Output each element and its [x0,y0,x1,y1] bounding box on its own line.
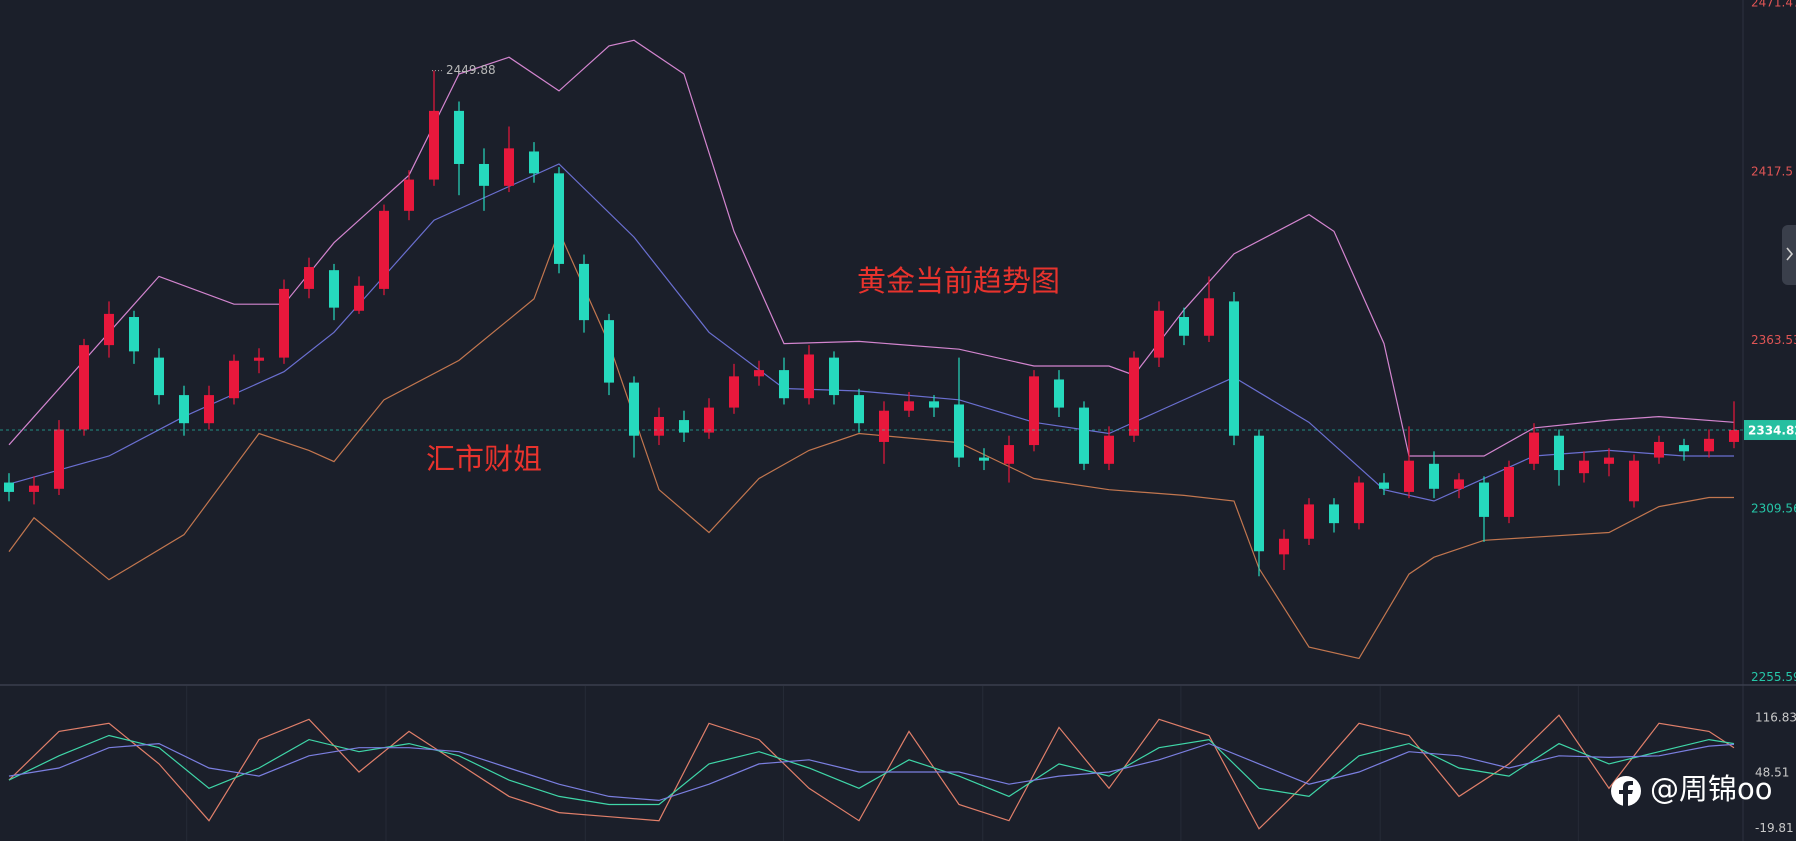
candle-body [154,357,164,396]
candle-body [1129,357,1139,436]
candle-body [1679,445,1689,452]
candle-body [1629,460,1639,502]
candle-body [829,357,839,396]
candle-body [1279,538,1289,555]
candle-body [229,360,239,399]
candle-body [1029,376,1039,446]
candle-body [1329,504,1339,524]
side-button-bg[interactable] [1782,225,1796,285]
candle-body [1479,482,1489,517]
candle-body [1079,407,1089,464]
candle-body [429,110,439,180]
side-button[interactable] [1782,225,1796,285]
candle-body [604,320,614,383]
y-tick-label: 48.51 [1755,766,1789,780]
candle-body [1504,466,1514,517]
candle-body [579,263,589,321]
high-label: 2449.88 [446,63,496,77]
y-tick-label: -19.81 [1755,821,1794,835]
candle-body [554,173,564,264]
candle-body [1379,482,1389,489]
candle-body [1004,445,1014,464]
candle-body [929,401,939,408]
candle-body [1579,460,1589,474]
y-tick-label: 2417.5 [1751,164,1793,178]
watermark: @周锦oo [1611,772,1773,806]
candle-body [654,416,664,436]
candle-body [479,163,489,186]
candle-body [379,210,389,289]
candle-body [1054,379,1064,408]
candle-body [279,288,289,358]
candle-body [179,395,189,424]
candle-body [754,370,764,377]
candle-body [904,401,914,411]
y-tick-label: 2255.59 [1751,670,1796,684]
candle-body [329,270,339,308]
candle-body [504,148,514,186]
candle-body [1404,460,1414,492]
candle-body [1154,310,1164,358]
last-price-box [1744,420,1796,441]
candle-body [1529,432,1539,464]
candle-body [679,420,689,433]
candle-body [129,317,139,352]
candle-body [1554,435,1564,471]
candle-body [1104,435,1114,464]
y-tick-label: 2363.53 [1751,333,1796,347]
candle-body [1454,479,1464,489]
candle-body [404,179,414,211]
candle-body [29,485,39,492]
candle-body [4,482,14,492]
indicator-line [8,742,1735,802]
candle-body [729,376,739,408]
indicator-line [8,714,1735,830]
candle-body [979,457,989,461]
candle-body [1204,298,1214,336]
candle-body [254,357,264,361]
y-tick-label: 2309.56 [1751,501,1796,515]
watermark-icon-glyph [1619,781,1633,806]
candle-body [79,345,89,430]
candle-body [354,285,364,311]
indicator-line [8,229,1734,660]
candle-body [54,429,64,489]
candle-body [954,404,964,458]
candle-body [1229,301,1239,436]
chart-title: 黄金当前趋势图 [857,264,1060,298]
candle-body [629,382,639,436]
y-tick-label: 2471.47 [1751,0,1796,10]
candle-body [879,410,889,442]
y-tick-label: 116.83 [1755,710,1796,724]
candle-body [454,110,464,164]
candle-body [1604,457,1614,464]
candle-body [304,267,314,289]
price-panel: 2471.47 2417.5 2363.53 2309.56 2255.59 2449.8… [0,0,1796,684]
candle-body [1354,482,1364,524]
indicator-line [8,734,1735,806]
indicator-panel: 116.83 48.51 -19.81 [8,686,1796,841]
candle-body [204,395,214,424]
candle-body [1179,317,1189,336]
candle-body [704,407,714,433]
candle-body [779,370,789,399]
watermark-text: @周锦oo [1650,772,1773,806]
candle-body [1304,504,1314,539]
candle-body [529,151,539,174]
last-price-label: 2334.82 [1748,424,1796,438]
candle-body [1429,463,1439,489]
candle-body [854,395,864,424]
chart-subtitle: 汇市财姐 [426,442,542,476]
candle-body [1654,441,1664,458]
candle-body [804,354,814,399]
candle-body [1729,430,1739,442]
side-button-arrow[interactable] [1786,247,1794,261]
candle-body [1254,435,1264,552]
indicator-line [8,39,1735,457]
candle-body [1704,438,1714,452]
candle-body [104,313,114,346]
